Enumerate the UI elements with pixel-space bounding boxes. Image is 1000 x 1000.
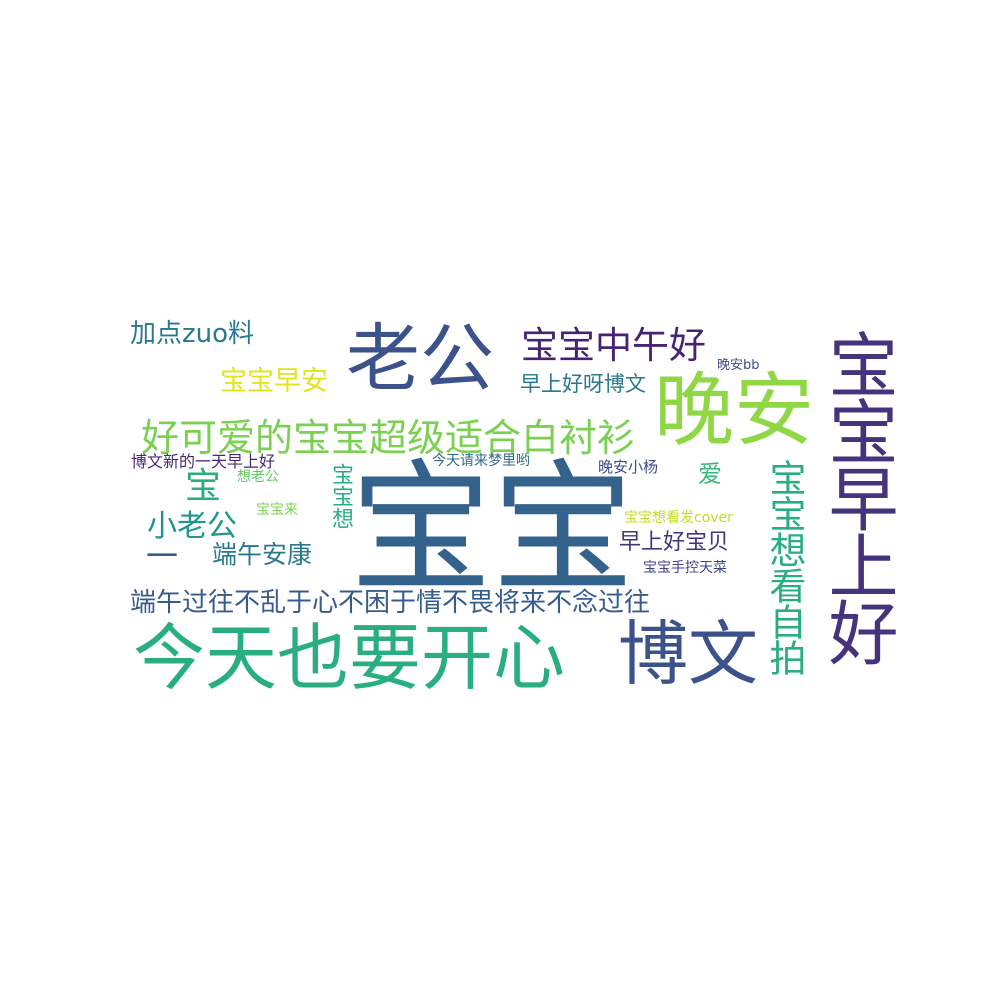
word-wanan-xiaoyang: 晚安小杨 <box>598 458 659 476</box>
word-zaoshanghao-ya-bowen: 早上好呀博文 <box>520 372 646 396</box>
word-duanwu-guowang: 端午过往不乱于心不困于情不畏将来不念过往 <box>130 588 651 618</box>
word-xiang-laogong: 想老公 <box>237 469 279 485</box>
word-jintian-qinglai-mengli: 今天请来梦里哟 <box>432 453 530 469</box>
word-bowen-xinde-yitian: 博文新的一天早上好 <box>131 452 276 471</box>
word-wanan-bb: 晚安bb <box>717 358 760 373</box>
word-bao: 宝 <box>185 466 222 507</box>
word-zaoshanghao-baobei: 早上好宝贝 <box>619 530 730 555</box>
word-ai: 爱 <box>698 460 722 488</box>
word-baobao-shoukong-tiancai: 宝宝手控天菜 <box>643 560 727 576</box>
word-hao-keai-de-baobao: 好可爱的宝宝超级适合白衬衫 <box>141 416 636 460</box>
word-baobao: 宝宝 <box>350 447 634 612</box>
word-wanan: 晚安 <box>654 364 814 457</box>
word-baobao-zaoshanghao: 宝宝早上好 <box>817 329 899 664</box>
word-duanwu-ankang: 端午安康 <box>212 540 313 569</box>
word-baobao-xiang: 宝宝想 <box>328 463 353 529</box>
word-bowen: 博文 <box>618 613 758 695</box>
word-baobao-xiangkan-fa-cover: 宝宝想看发cover <box>624 510 733 526</box>
word-jintian-yeyao-kaixin: 今天也要开心 <box>133 616 566 700</box>
word-baobao-zhongwuhao: 宝宝中午好 <box>521 324 706 367</box>
word-jiadian-zuoliao: 加点zuo料 <box>130 319 255 349</box>
word-baobao-xiangkan-zipai: 宝宝想看自拍 <box>763 459 806 675</box>
word-baobao-zaoan: 宝宝早安 <box>220 366 328 397</box>
word-yi: 一 <box>146 537 179 575</box>
word-baobao-lai: 宝宝来 <box>256 502 298 518</box>
word-laogong: 老公 <box>346 316 494 402</box>
word-xiao-laogong: 小老公 <box>147 509 237 544</box>
